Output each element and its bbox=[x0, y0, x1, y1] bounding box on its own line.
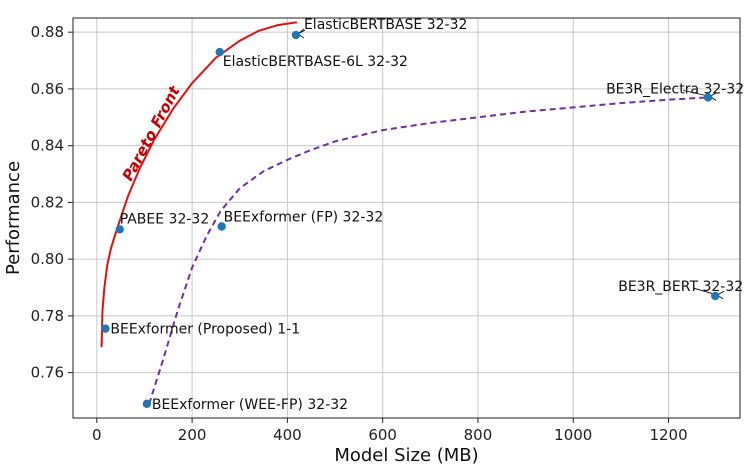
data-point bbox=[711, 291, 720, 301]
y-tick-label: 0.80 bbox=[31, 250, 64, 268]
data-point-label: ElasticBERTBASE-6L 32-32 bbox=[223, 54, 408, 70]
y-tick-label: 0.84 bbox=[31, 137, 64, 155]
data-points bbox=[101, 30, 720, 409]
data-point-label: BEExformer (Proposed) 1-1 bbox=[110, 322, 300, 338]
y-tick-label: 0.88 bbox=[31, 23, 64, 41]
x-axis-label: Model Size (MB) bbox=[334, 445, 478, 466]
y-axis: 0.76 0.78 0.80 0.82 0.84 0.86 0.88 bbox=[31, 23, 73, 382]
x-tick-label: 800 bbox=[464, 426, 493, 444]
data-point-label: BE3R_BERT 32-32 bbox=[618, 279, 743, 295]
data-point bbox=[115, 225, 124, 234]
x-tick-label: 200 bbox=[178, 426, 207, 444]
dashed-trend-curve bbox=[148, 96, 709, 405]
data-point-label: ElasticBERTBASE 32-32 bbox=[304, 17, 467, 33]
plot-frame bbox=[72, 17, 741, 419]
y-tick-label: 0.78 bbox=[31, 307, 64, 325]
x-tick-label: 400 bbox=[273, 426, 302, 444]
data-point bbox=[217, 222, 226, 231]
y-tick-label: 0.82 bbox=[31, 193, 64, 211]
data-point bbox=[291, 30, 301, 40]
data-point-label: BEExformer (FP) 32-32 bbox=[224, 210, 384, 226]
data-point bbox=[101, 324, 110, 333]
y-axis-label: Performance bbox=[3, 161, 24, 275]
grid bbox=[73, 18, 740, 418]
data-point bbox=[215, 47, 224, 57]
data-point-label: PABEE 32-32 bbox=[120, 211, 210, 227]
data-point bbox=[703, 93, 713, 102]
x-tick-label: 600 bbox=[368, 426, 397, 444]
y-tick-label: 0.86 bbox=[31, 80, 64, 98]
x-tick-label: 1200 bbox=[649, 426, 687, 444]
pareto-front-label: Pareto Front bbox=[119, 82, 184, 184]
x-tick-label: 1000 bbox=[554, 426, 592, 444]
x-tick-label: 0 bbox=[92, 426, 102, 444]
x-axis: 0 200 400 600 800 1000 1200 bbox=[92, 418, 688, 444]
point-labels: BEExformer (Proposed) 1-1 PABEE 32-32 Elas… bbox=[110, 17, 744, 413]
data-point bbox=[142, 399, 152, 409]
data-point-label: BEExformer (WEE-FP) 32-32 bbox=[152, 397, 348, 413]
data-point-label: BE3R_Electra 32-32 bbox=[606, 81, 744, 97]
y-tick-label: 0.76 bbox=[31, 364, 64, 382]
pareto-front-curve bbox=[100, 21, 298, 348]
